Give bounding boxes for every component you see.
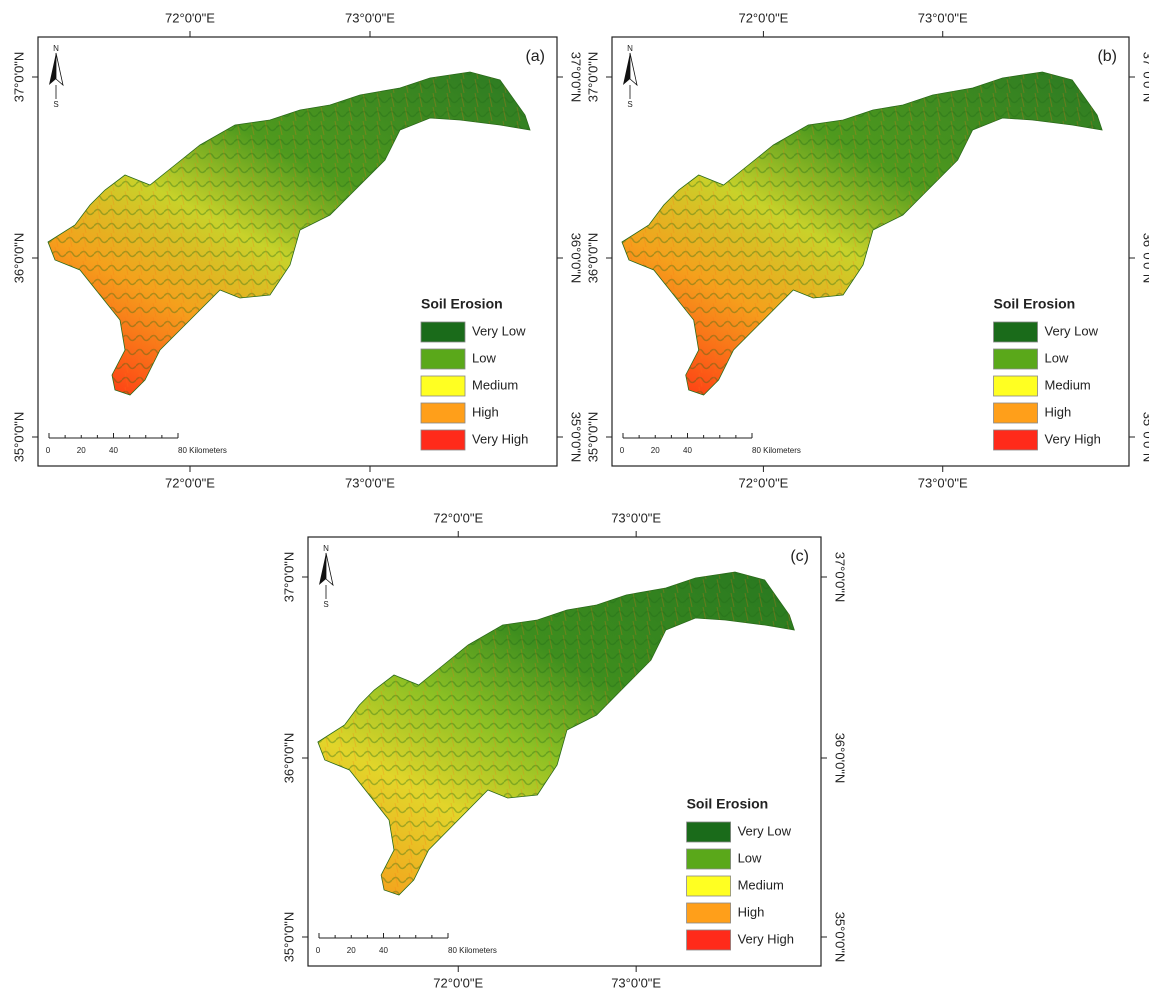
legend-label: Very High xyxy=(1045,431,1101,446)
legend-label: Low xyxy=(1045,350,1069,365)
legend-label: Very High xyxy=(738,931,794,946)
legend-swatch xyxy=(993,375,1038,397)
legend-title: Soil Erosion xyxy=(994,296,1076,312)
legend-label: Very High xyxy=(472,431,528,446)
legend-title: Soil Erosion xyxy=(687,796,769,812)
legend-title: Soil Erosion xyxy=(421,296,503,312)
legend-swatch xyxy=(420,402,466,424)
scale-label: 0 xyxy=(316,946,321,955)
latitude-label: 36°0'0"N xyxy=(569,233,584,284)
scale-label: 20 xyxy=(651,446,660,455)
map-panel: (c) 72°0'0"E 72°0'0"E 73°0'0"E 73°0'0"E 37°0'… xyxy=(281,510,847,990)
panel-label: (b) xyxy=(1097,48,1117,65)
north-arrow xyxy=(623,53,630,85)
scale-label: 40 xyxy=(379,946,388,955)
latitude-label: 35°0'0"N xyxy=(11,412,26,463)
longitude-label: 73°0'0"E xyxy=(918,10,968,25)
legend-label: Low xyxy=(738,850,762,865)
north-label: N xyxy=(627,44,633,53)
basin-texture xyxy=(48,72,530,395)
legend-label: Very Low xyxy=(1045,323,1099,338)
legend-swatch xyxy=(420,375,466,397)
latitude-label: 35°0'0"N xyxy=(833,912,848,963)
north-label: N xyxy=(53,44,59,53)
map-panel: (a) 72°0'0"E 72°0'0"E 73°0'0"E 73°0'0"E 37°0'… xyxy=(11,10,583,490)
latitude-label: 37°0'0"N xyxy=(585,52,600,103)
north-arrow xyxy=(629,52,638,87)
longitude-label: 72°0'0"E xyxy=(165,475,215,490)
south-label: S xyxy=(53,100,58,109)
latitude-label: 36°0'0"N xyxy=(1141,233,1149,284)
north-arrow xyxy=(49,53,56,85)
legend-swatch xyxy=(420,348,466,370)
legend-label: Very Low xyxy=(738,823,792,838)
north-arrow xyxy=(55,52,64,87)
scale-label: 80 Kilometers xyxy=(448,946,497,955)
longitude-label: 72°0'0"E xyxy=(433,975,483,990)
legend-swatch xyxy=(686,875,731,897)
scale-label: 20 xyxy=(77,446,86,455)
legend-swatch xyxy=(686,848,731,870)
legend-swatch xyxy=(420,321,466,343)
scale-label: 40 xyxy=(683,446,692,455)
legend-label: High xyxy=(1045,404,1072,419)
longitude-label: 72°0'0"E xyxy=(738,10,788,25)
basin-texture xyxy=(621,72,1103,395)
latitude-label: 37°0'0"N xyxy=(833,552,848,603)
north-arrow xyxy=(325,552,334,587)
latitude-label: 35°0'0"N xyxy=(1141,412,1149,463)
latitude-label: 37°0'0"N xyxy=(569,52,584,103)
north-label: N xyxy=(323,544,329,553)
scale-label: 40 xyxy=(109,446,118,455)
legend-swatch xyxy=(686,902,731,924)
legend-swatch xyxy=(993,402,1038,424)
legend-label: Medium xyxy=(1045,377,1091,392)
longitude-label: 73°0'0"E xyxy=(611,510,661,525)
scale-label: 0 xyxy=(620,446,625,455)
legend-label: Low xyxy=(472,350,496,365)
legend-label: High xyxy=(472,404,499,419)
longitude-label: 73°0'0"E xyxy=(345,10,395,25)
south-label: S xyxy=(627,100,632,109)
scale-label: 0 xyxy=(46,446,51,455)
north-arrow xyxy=(319,553,326,585)
scale-label: 80 Kilometers xyxy=(178,446,227,455)
longitude-label: 72°0'0"E xyxy=(433,510,483,525)
legend-swatch xyxy=(686,929,731,951)
legend-label: Medium xyxy=(472,377,518,392)
longitude-label: 72°0'0"E xyxy=(738,475,788,490)
latitude-label: 36°0'0"N xyxy=(833,733,848,784)
legend-swatch xyxy=(686,821,731,843)
latitude-label: 35°0'0"N xyxy=(281,912,296,963)
longitude-label: 72°0'0"E xyxy=(165,10,215,25)
legend-label: High xyxy=(738,904,765,919)
latitude-label: 37°0'0"N xyxy=(281,552,296,603)
map-panel: (b) 72°0'0"E 72°0'0"E 73°0'0"E 73°0'0"E 37°0'… xyxy=(585,10,1149,490)
latitude-label: 35°0'0"N xyxy=(569,412,584,463)
basin-texture xyxy=(317,572,795,895)
legend-swatch xyxy=(993,429,1038,451)
longitude-label: 73°0'0"E xyxy=(918,475,968,490)
south-label: S xyxy=(323,600,328,609)
legend-swatch xyxy=(420,429,466,451)
legend-swatch xyxy=(993,348,1038,370)
scale-label: 20 xyxy=(347,946,356,955)
latitude-label: 36°0'0"N xyxy=(585,233,600,284)
scale-label: 80 Kilometers xyxy=(752,446,801,455)
latitude-label: 36°0'0"N xyxy=(281,733,296,784)
panel-label: (c) xyxy=(790,548,809,565)
legend-label: Very Low xyxy=(472,323,526,338)
latitude-label: 35°0'0"N xyxy=(585,412,600,463)
longitude-label: 73°0'0"E xyxy=(611,975,661,990)
legend-swatch xyxy=(993,321,1038,343)
latitude-label: 37°0'0"N xyxy=(11,52,26,103)
latitude-label: 37°0'0"N xyxy=(1141,52,1149,103)
latitude-label: 36°0'0"N xyxy=(11,233,26,284)
panel-label: (a) xyxy=(525,48,545,65)
longitude-label: 73°0'0"E xyxy=(345,475,395,490)
legend-label: Medium xyxy=(738,877,784,892)
